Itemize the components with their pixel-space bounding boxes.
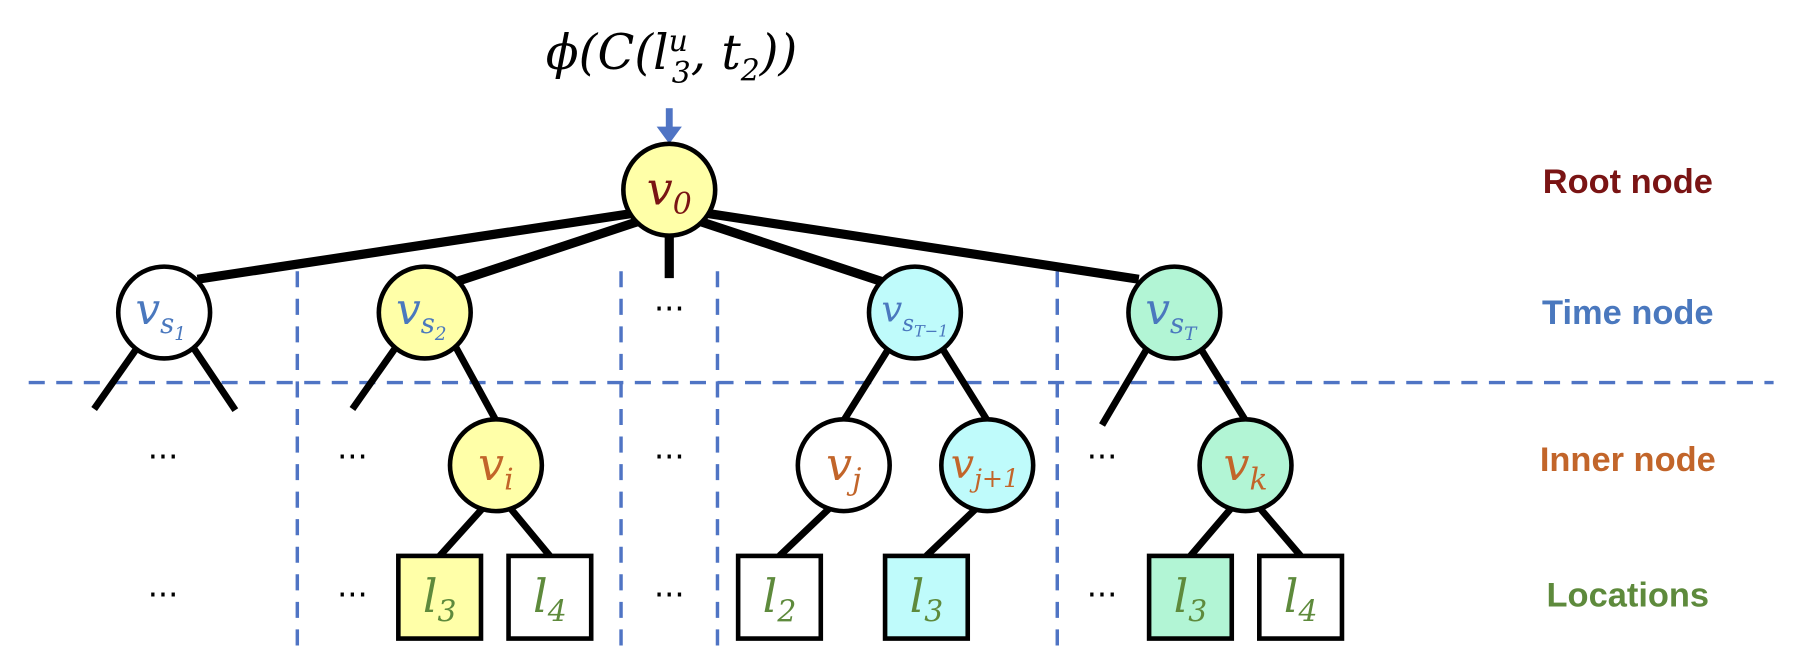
edges xyxy=(91,208,1304,559)
location-node: l4 xyxy=(1257,553,1345,641)
ellipsis: ··· xyxy=(337,438,368,476)
ellipsis: ··· xyxy=(148,438,179,476)
ellipsis: ··· xyxy=(1087,575,1118,613)
svg-text:l4: l4 xyxy=(533,569,567,629)
ellipsis: ··· xyxy=(654,438,685,476)
svg-text:vsT: vsT xyxy=(1145,285,1198,345)
svg-text:l3: l3 xyxy=(1174,569,1208,629)
location-node: l4 xyxy=(506,553,594,641)
time-node: vsT−1 xyxy=(866,264,964,361)
svg-text:vj: vj xyxy=(826,437,861,497)
root-input-formula: ϕ(C(lu 3, t2)) xyxy=(546,24,798,91)
level-label-root: Root node xyxy=(1543,163,1713,201)
level-label-locations: Locations xyxy=(1547,576,1710,614)
root-node: v0 xyxy=(621,141,718,238)
location-node: l3 xyxy=(882,553,971,641)
location-node: l3 xyxy=(1146,553,1235,641)
svg-text:vsT−1: vsT−1 xyxy=(881,288,948,341)
svg-text:vs2: vs2 xyxy=(396,285,446,345)
level-label-time: Time node xyxy=(1542,294,1714,332)
svg-text:v0: v0 xyxy=(647,162,692,222)
svg-text:vs1: vs1 xyxy=(135,285,185,345)
svg-text:vj+1: vj+1 xyxy=(951,440,1019,493)
svg-text:vk: vk xyxy=(1224,437,1268,497)
ellipsis: ··· xyxy=(654,575,685,613)
ellipsis: ··· xyxy=(1087,438,1118,476)
input-arrow-icon xyxy=(656,108,682,144)
svg-text:vi: vi xyxy=(478,437,513,497)
ellipsis: ··· xyxy=(654,289,685,327)
svg-text:l4: l4 xyxy=(1284,569,1318,629)
inner-node: vj+1 xyxy=(939,417,1036,514)
location-node: l2 xyxy=(735,553,824,641)
time-node: vs2 xyxy=(376,264,473,361)
inner-node: vk xyxy=(1197,417,1294,514)
location-node: l3 xyxy=(396,553,484,641)
dividers xyxy=(28,271,1774,657)
svg-text:l3: l3 xyxy=(423,569,457,629)
level-label-inner: Inner node xyxy=(1540,441,1716,479)
svg-text:l3: l3 xyxy=(910,569,944,629)
svg-text:l2: l2 xyxy=(763,569,797,629)
time-node: vs1 xyxy=(115,264,213,361)
ellipsis: ··· xyxy=(148,575,179,613)
inner-node: vi xyxy=(447,417,545,514)
time-node: vsT xyxy=(1126,264,1223,361)
ellipsis: ··· xyxy=(337,575,368,613)
inner-node: vj xyxy=(795,417,892,514)
